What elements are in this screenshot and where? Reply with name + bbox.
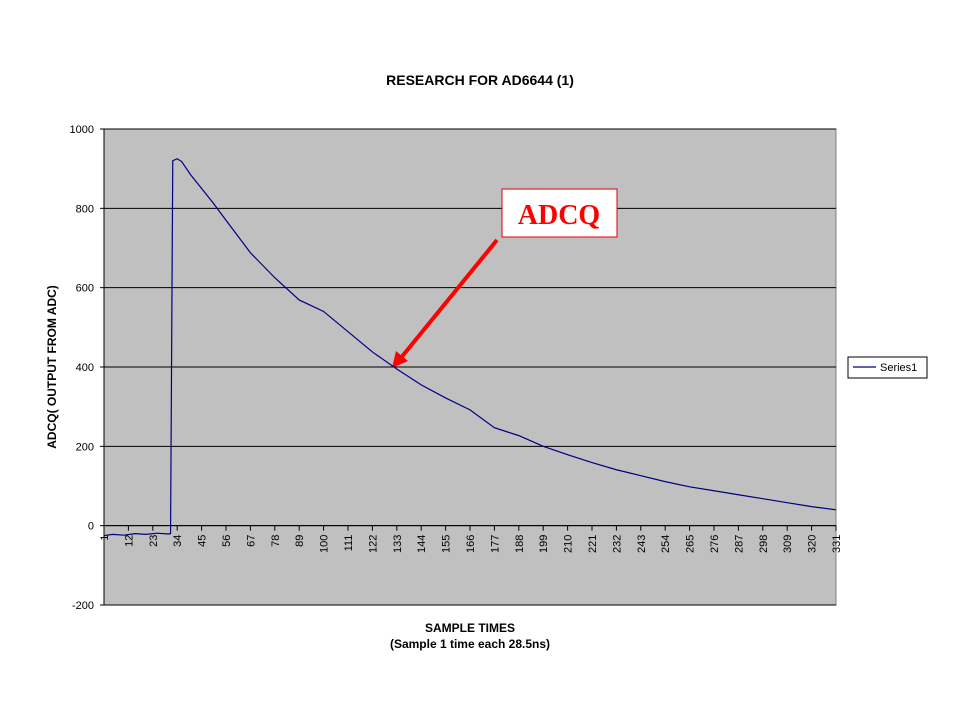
x-tick-label: 78 (270, 535, 282, 547)
x-tick-label: 111 (343, 535, 355, 552)
x-axis-title: SAMPLE TIMES (425, 621, 515, 635)
x-tick-label: 188 (514, 535, 526, 553)
x-tick-label: 45 (197, 535, 209, 547)
x-tick-label: 276 (709, 535, 721, 553)
legend-label: Series1 (880, 362, 917, 374)
x-tick-label: 331 (831, 535, 843, 553)
axes: -200 0 200 400 600 800 1000 1 12 23 34 45 56 67 78 89 10… (70, 124, 843, 612)
x-tick-label: 100 (319, 535, 331, 553)
annotation-arrow (398, 238, 499, 361)
x-tick-label: 265 (685, 535, 697, 553)
x-tick-label: 133 (392, 535, 404, 553)
x-tick-label: 320 (807, 535, 819, 553)
x-tick-label: 199 (538, 535, 550, 553)
x-tick-label: 166 (465, 535, 477, 553)
x-tick-label: 254 (660, 535, 672, 553)
x-tick-label: 221 (587, 535, 599, 553)
x-tick-label: 155 (441, 535, 453, 553)
y-tick-label: 1000 (70, 124, 94, 136)
y-tick-label: 600 (76, 283, 94, 295)
x-tick-label: 177 (489, 535, 501, 553)
annotation: ADCQ (518, 200, 600, 231)
series-line (103, 158, 837, 537)
x-tick-label: 287 (733, 535, 745, 553)
x-tick-label: 144 (416, 535, 428, 553)
x-tick-label: 1 (99, 535, 111, 541)
y-tick-label: -200 (72, 600, 94, 612)
x-tick-label: 67 (245, 535, 257, 547)
y-tick-label: 400 (76, 362, 94, 374)
y-tick-label: 200 (76, 441, 94, 453)
legend (847, 356, 928, 379)
x-tick-label: 122 (367, 535, 379, 553)
x-axis-title: (Sample 1 time each 28.5ns) (390, 637, 550, 651)
annotation-arrowhead (392, 351, 408, 368)
x-tick-label: 298 (758, 535, 770, 553)
x-tick-label: 309 (782, 535, 794, 553)
y-tick-label: 800 (76, 203, 94, 215)
y-axis-title: ADCQ( OUTPUT FROM ADC) (45, 285, 59, 449)
x-tick-label: 56 (221, 535, 233, 547)
x-tick-label: 210 (563, 535, 575, 553)
x-tick-label: 34 (172, 535, 184, 547)
x-tick-label: 23 (148, 535, 160, 547)
annotation-box (501, 188, 618, 238)
y-tick-label: 0 (88, 521, 94, 533)
x-tick-label: 89 (294, 535, 306, 547)
x-tick-label: 243 (636, 535, 648, 553)
x-tick-label: 232 (611, 535, 623, 553)
chart-title: RESEARCH FOR AD6644 (1) (386, 72, 574, 88)
x-tick-label: 12 (123, 535, 135, 547)
